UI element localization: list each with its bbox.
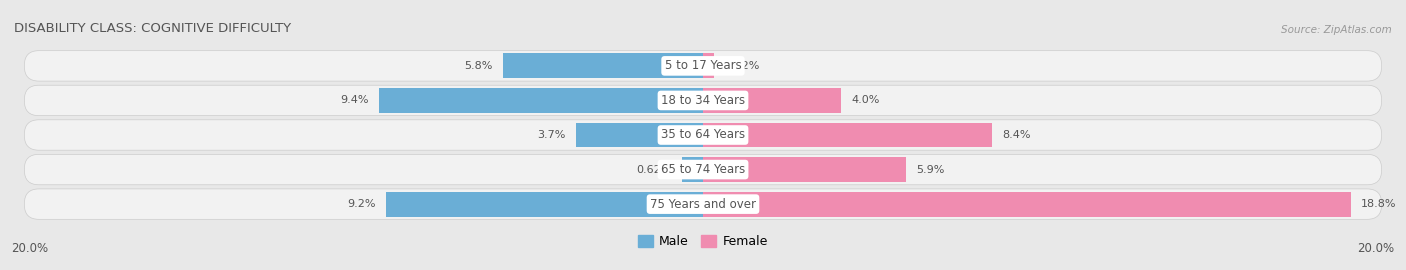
Text: 35 to 64 Years: 35 to 64 Years [661,129,745,141]
Text: 3.7%: 3.7% [537,130,565,140]
FancyBboxPatch shape [24,120,1382,150]
Bar [703,123,993,147]
Text: 4.0%: 4.0% [851,95,880,106]
Text: 9.4%: 9.4% [340,95,368,106]
Bar [387,192,703,217]
FancyBboxPatch shape [24,154,1382,185]
Text: 20.0%: 20.0% [11,242,48,255]
Text: 0.62%: 0.62% [636,164,671,175]
Text: 18 to 34 Years: 18 to 34 Years [661,94,745,107]
Legend: Male, Female: Male, Female [633,230,773,253]
Bar [682,157,703,182]
Text: 5.9%: 5.9% [917,164,945,175]
FancyBboxPatch shape [24,189,1382,219]
Text: 8.4%: 8.4% [1002,130,1031,140]
FancyBboxPatch shape [24,85,1382,116]
Bar [703,192,1351,217]
Text: 75 Years and over: 75 Years and over [650,198,756,211]
Bar [575,123,703,147]
Text: DISABILITY CLASS: COGNITIVE DIFFICULTY: DISABILITY CLASS: COGNITIVE DIFFICULTY [14,22,291,35]
Bar [703,157,907,182]
Text: Source: ZipAtlas.com: Source: ZipAtlas.com [1281,25,1392,35]
Text: 9.2%: 9.2% [347,199,375,209]
Text: 20.0%: 20.0% [1358,242,1395,255]
Text: 0.32%: 0.32% [724,61,759,71]
Bar [380,88,703,113]
Bar [703,88,841,113]
Text: 5 to 17 Years: 5 to 17 Years [665,59,741,72]
Text: 18.8%: 18.8% [1361,199,1396,209]
Text: 5.8%: 5.8% [464,61,494,71]
Bar [703,53,714,78]
Bar [503,53,703,78]
FancyBboxPatch shape [24,51,1382,81]
Text: 65 to 74 Years: 65 to 74 Years [661,163,745,176]
